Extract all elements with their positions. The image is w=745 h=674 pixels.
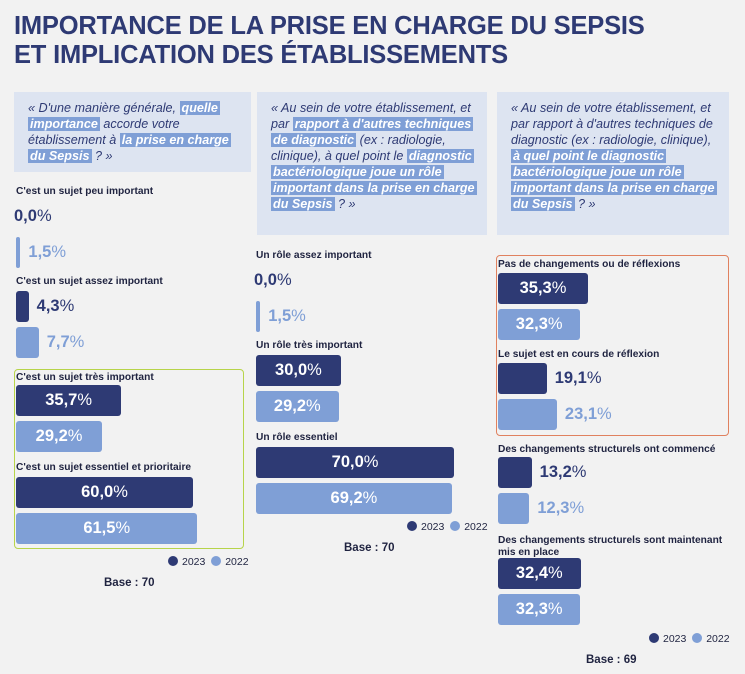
legend-swatch-2022 — [450, 521, 461, 531]
bar-2022 — [16, 237, 21, 268]
question-box-1: « D'une manière générale, quelle importa… — [14, 92, 251, 172]
highlight-box-green — [14, 369, 244, 549]
data-label-2023: 35,7% — [45, 391, 93, 409]
data-label-2023: 60,0% — [81, 483, 128, 501]
bar-2023 — [498, 457, 532, 488]
bar-2022 — [256, 483, 452, 514]
question-text: ? » — [334, 197, 356, 211]
legend-swatch-2023 — [407, 521, 417, 531]
data-label-2023: 13,2% — [539, 463, 587, 481]
legend-label-2023: 2023 — [663, 633, 687, 645]
data-label-2022: 1,5% — [268, 307, 306, 325]
base-label: Base : 70 — [344, 542, 395, 554]
question-box-2: « Au sein de votre établissement, et par… — [257, 92, 487, 235]
bar-2023 — [256, 447, 455, 478]
category-label: Des changements structurels sont mainten… — [498, 535, 723, 558]
category-label: C'est un sujet très important — [16, 372, 154, 383]
data-label-2023: 0,0% — [14, 207, 52, 225]
bar-2023 — [498, 558, 581, 589]
question-text: « D'une manière générale, — [28, 101, 180, 115]
legend-label-2022: 2022 — [464, 521, 488, 533]
data-label-2022: 32,3% — [515, 600, 563, 618]
data-label-2023: 4,3% — [36, 297, 75, 315]
title-line-2: ET IMPLICATION DES ÉTABLISSEMENTS — [14, 41, 508, 69]
bar-2022 — [256, 301, 261, 332]
legend-swatch-2023 — [649, 633, 659, 643]
legend-swatch-2022 — [211, 556, 222, 566]
category-label: C'est un sujet essentiel et prioritaire — [16, 462, 192, 473]
data-label-2022: 7,7% — [46, 333, 85, 351]
bar-2023 — [16, 385, 122, 416]
page-title: IMPORTANCE DE LA PRISE EN CHARGE DU SEPS… — [14, 12, 734, 70]
question-text: ? » — [91, 149, 113, 163]
question-text: « Au sein de votre établissement, et par — [271, 101, 471, 131]
legend: 2023 2022 — [168, 556, 249, 568]
category-label: Des changements structurels ont commencé — [498, 444, 716, 455]
data-label-2023: 30,0% — [275, 361, 322, 379]
data-label-2022: 29,2% — [35, 427, 83, 445]
highlight-box-red — [496, 255, 729, 436]
bar-2023 — [498, 363, 547, 394]
legend-swatch-2022 — [692, 633, 703, 643]
category-label: C'est un sujet peu important — [16, 186, 154, 197]
category-label: Pas de changements ou de réflexions — [498, 259, 681, 270]
category-label: C'est un sujet assez important — [16, 276, 163, 287]
legend: 2023 2022 — [407, 521, 488, 533]
data-label-2022: 1,5% — [28, 243, 67, 261]
bar-2022 — [256, 391, 339, 422]
legend-swatch-2023 — [168, 556, 178, 566]
bar-2022 — [498, 493, 530, 524]
data-label-2022: 69,2% — [330, 489, 378, 507]
data-label-2022: 12,3% — [537, 499, 585, 517]
bar-2023 — [256, 355, 341, 386]
legend-label-2022: 2022 — [706, 633, 730, 645]
bar-2022 — [498, 399, 557, 430]
data-label-2023: 32,4% — [515, 564, 563, 582]
base-label: Base : 69 — [586, 654, 637, 666]
question-box-3: « Au sein de votre établissement, et par… — [497, 92, 729, 235]
legend-label-2023: 2023 — [421, 521, 445, 533]
question-text: ? » — [574, 197, 596, 211]
bar-2023 — [498, 273, 588, 304]
base-label: Base : 70 — [104, 577, 155, 589]
bar-2022 — [498, 309, 581, 340]
legend: 2023 2022 — [649, 633, 730, 645]
data-label-2023: 35,3% — [519, 279, 567, 297]
legend-label-2023: 2023 — [182, 556, 206, 568]
data-label-2023: 0,0% — [254, 271, 292, 289]
bar-2022 — [16, 421, 103, 452]
question-text: « Au sein de votre établissement, et par… — [511, 101, 713, 147]
data-label-2022: 29,2% — [273, 397, 321, 415]
category-label: Un rôle très important — [256, 340, 363, 351]
category-label: Un rôle assez important — [256, 250, 372, 261]
bar-2023 — [16, 291, 29, 322]
bar-2023 — [16, 477, 193, 508]
category-label: Un rôle essentiel — [256, 432, 338, 443]
bar-2022 — [16, 513, 198, 544]
title-line-1: IMPORTANCE DE LA PRISE EN CHARGE DU SEPS… — [14, 12, 645, 40]
question-text: accorde votre établissement à — [28, 117, 180, 147]
question-highlight: à quel point le diagnostic bactériologiq… — [511, 149, 717, 211]
category-label: Le sujet est en cours de réflexion — [498, 349, 660, 360]
question-text: (ex : radiologie, clinique), à quel poin… — [271, 133, 446, 163]
data-label-2023: 70,0% — [331, 453, 379, 471]
bar-2022 — [16, 327, 39, 358]
data-label-2022: 32,3% — [515, 315, 563, 333]
data-label-2023: 19,1% — [554, 369, 602, 387]
legend-label-2022: 2022 — [225, 556, 249, 568]
data-label-2022: 61,5% — [83, 519, 131, 537]
data-label-2022: 23,1% — [564, 405, 612, 423]
bar-2022 — [498, 594, 581, 625]
